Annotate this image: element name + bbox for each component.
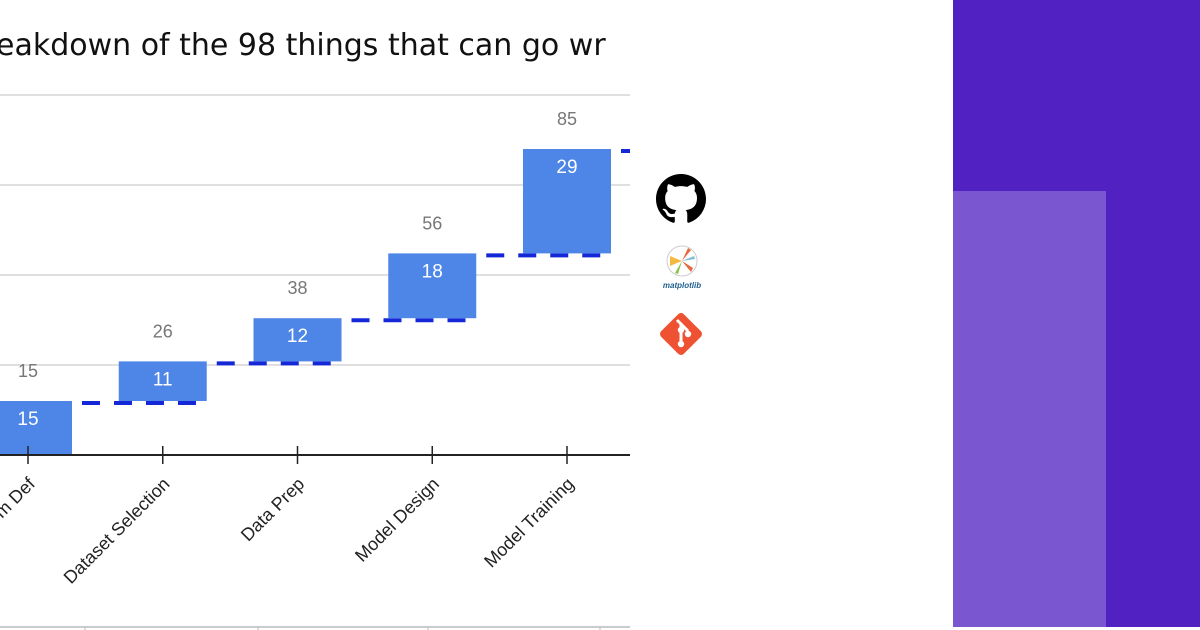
git-icon (660, 313, 702, 355)
purple-panel-light (953, 191, 1106, 627)
bar-total-label: 56 (422, 213, 442, 233)
bar-total-label: 85 (557, 109, 577, 129)
x-tick-label: Data Prep (237, 474, 308, 545)
bar-increment-label: 29 (556, 157, 577, 178)
x-tick-label: m Def (0, 473, 40, 522)
chart-title: eakdown of the 98 things that can go wr (0, 28, 606, 63)
bar (118, 361, 207, 401)
waterfall-chart: eakdown of the 98 things that can go wr … (0, 28, 630, 630)
bar-increment-label: 11 (153, 369, 173, 390)
bar-total-label: 15 (18, 361, 38, 381)
bar (523, 149, 611, 254)
x-tick-label: Model Training (480, 474, 578, 572)
bar-total-label: 38 (287, 278, 307, 298)
bar-increment-label: 12 (287, 326, 308, 347)
bar-total-label: 26 (153, 321, 173, 341)
github-icon (656, 174, 706, 223)
bar (253, 318, 342, 362)
bar-increment-label: 18 (422, 261, 443, 282)
matplotlib-mark-icon (666, 245, 698, 277)
bar-increment-label: 15 (17, 409, 38, 430)
matplotlib-wordmark: matplotlib (662, 281, 702, 290)
x-tick-label: Model Design (351, 474, 443, 566)
x-tick-label: Dataset Selection (60, 474, 174, 588)
bar (0, 401, 72, 455)
chart-canvas: 15 15 11 26 12 38 18 56 29 85 m Def Dataset Selecti… (0, 94, 630, 630)
matplotlib-icon: matplotlib (660, 244, 704, 290)
bar (388, 253, 477, 319)
